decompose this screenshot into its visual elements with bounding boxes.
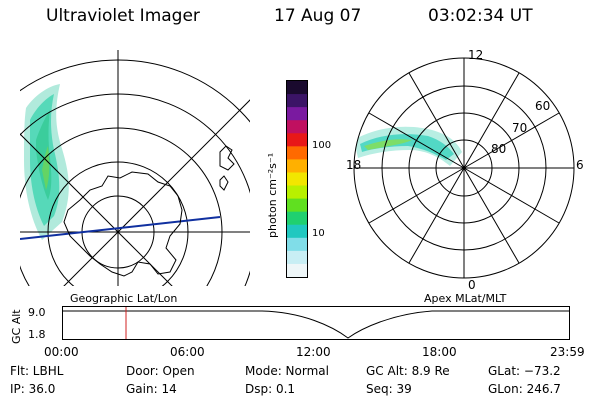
info-mode: Mode: Normal [245, 364, 329, 378]
time-tick-0600: 06:00 [170, 345, 205, 359]
observation-date: 17 Aug 07 [274, 6, 362, 26]
info-glon: GLon: 246.7 [488, 382, 561, 396]
colorbar-band [287, 224, 307, 239]
info-gain: Gain: 14 [126, 382, 177, 396]
header-bar: Ultraviolet Imager 17 Aug 07 03:02:34 UT [0, 4, 600, 30]
colorbar-band [287, 146, 307, 160]
geographic-map-panel [20, 50, 250, 286]
mlat-label-80: 80 [491, 142, 507, 156]
info-gc-alt: GC Alt: 8.9 Re [366, 364, 450, 378]
colorbar-band [287, 237, 307, 252]
mlat-label-60: 60 [535, 99, 551, 113]
info-ip: IP: 36.0 [10, 382, 56, 396]
info-door: Door: Open [126, 364, 195, 378]
time-tick-2359: 23:59 [550, 345, 585, 359]
time-tick-0000: 00:00 [44, 345, 79, 359]
colorbar-band [287, 94, 307, 108]
instrument-title: Ultraviolet Imager [46, 6, 200, 26]
info-glat: GLat: −73.2 [488, 364, 561, 378]
colorbar-band [287, 107, 307, 121]
altitude-curve [62, 310, 570, 339]
altitude-tick-low: 1.8 [28, 328, 46, 341]
polar-map-panel [338, 46, 590, 292]
mlt-label-0: 0 [468, 278, 476, 292]
polar-caption: Apex MLat/MLT [424, 292, 507, 305]
info-seq: Seq: 39 [366, 382, 412, 396]
mlat-label-70: 70 [512, 121, 528, 135]
mlt-label-6: 6 [576, 158, 584, 172]
mlt-lines [354, 58, 574, 278]
geographic-caption: Geographic Lat/Lon [70, 292, 178, 305]
time-tick-1200: 12:00 [296, 345, 331, 359]
aurora-emission-polar [354, 126, 462, 166]
colorbar-band [287, 159, 307, 173]
mlt-label-18: 18 [346, 158, 362, 172]
colorbar-tick-10: 10 [312, 228, 325, 239]
colorbar-band [287, 81, 307, 95]
colorbar-band [287, 198, 307, 213]
altitude-plot [62, 306, 570, 340]
antarctica-coastline [63, 171, 183, 277]
colorbar-band [287, 185, 307, 200]
terminator-line [20, 216, 221, 240]
observation-time: 03:02:34 UT [428, 6, 533, 26]
colorbar-band [287, 172, 307, 187]
colorbar-band [287, 263, 307, 278]
meridian-lines [20, 50, 250, 286]
colorbar [286, 80, 308, 278]
geographic-map [20, 50, 250, 286]
polar-map [353, 57, 575, 279]
island-coastline [219, 175, 229, 191]
colorbar-gradient [287, 81, 307, 278]
colorbar-band [287, 211, 307, 226]
colorbar-tick-100: 100 [312, 140, 332, 151]
colorbar-title: photon cm⁻²s⁻¹ [266, 152, 279, 238]
info-filter: Flt: LBHL [10, 364, 64, 378]
altitude-frame [62, 306, 570, 340]
altitude-axis-label: GC Alt [10, 309, 23, 344]
aurora-emission-geo [24, 84, 69, 240]
mlt-label-12: 12 [468, 48, 484, 62]
colorbar-band [287, 133, 307, 147]
altitude-tick-high: 9.0 [28, 306, 46, 319]
info-dsp: Dsp: 0.1 [245, 382, 296, 396]
colorbar-band [287, 120, 307, 134]
island-coastline [219, 145, 235, 171]
colorbar-band [287, 250, 307, 265]
altitude-strip [62, 306, 570, 340]
time-tick-1800: 18:00 [422, 345, 457, 359]
